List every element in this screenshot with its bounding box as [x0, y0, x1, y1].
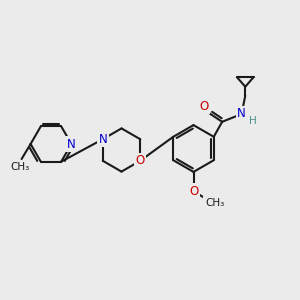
Text: O: O — [136, 154, 145, 167]
Text: H: H — [249, 116, 257, 126]
Text: CH₃: CH₃ — [205, 197, 224, 208]
Text: N: N — [67, 137, 76, 151]
Text: O: O — [200, 100, 209, 113]
Text: CH₃: CH₃ — [11, 162, 30, 172]
Text: N: N — [237, 107, 246, 120]
Text: N: N — [98, 133, 107, 146]
Text: O: O — [189, 184, 198, 198]
